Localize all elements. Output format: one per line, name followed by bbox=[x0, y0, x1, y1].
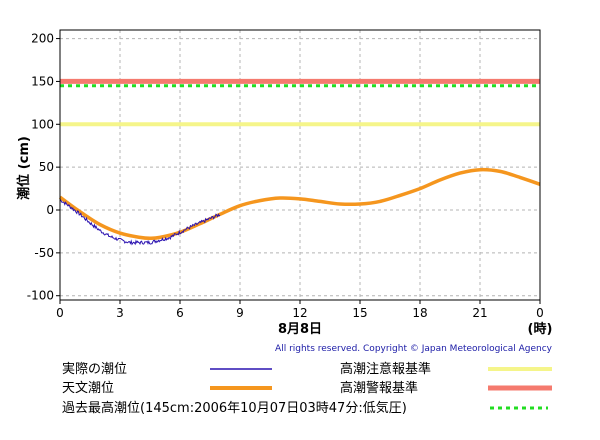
copyright-text: All rights reserved. Copyright © Japan M… bbox=[275, 344, 553, 354]
x-tick-label: 3 bbox=[116, 306, 124, 320]
y-tick-label: 50 bbox=[39, 160, 54, 174]
y-tick-label: -50 bbox=[34, 246, 54, 260]
series bbox=[58, 167, 541, 246]
date-label: 8月8日 bbox=[278, 322, 322, 337]
reference-lines bbox=[60, 78, 540, 127]
x-tick-label: 9 bbox=[236, 306, 244, 320]
x-tick-label: 12 bbox=[292, 306, 307, 320]
y-tick-label: 0 bbox=[46, 203, 54, 217]
x-axis-unit: (時) bbox=[528, 321, 553, 337]
legend-label-advisory: 高潮注意報基準 bbox=[340, 361, 431, 377]
y-tick-label: 200 bbox=[31, 32, 54, 46]
y-tick-label: 100 bbox=[31, 117, 54, 131]
legend: 実際の潮位 高潮注意報基準 天文潮位 高潮警報基準 過去最高潮位(145cm:2… bbox=[62, 361, 552, 416]
x-tick-label: 15 bbox=[352, 306, 367, 320]
grid bbox=[60, 30, 540, 300]
legend-label-actual: 実際の潮位 bbox=[62, 361, 127, 377]
x-tick-label: 6 bbox=[176, 306, 184, 320]
series-line-actual bbox=[59, 199, 221, 246]
y-tick-label: 150 bbox=[31, 74, 54, 88]
legend-label-warning: 高潮警報基準 bbox=[340, 380, 418, 396]
legend-label-astronomical: 天文潮位 bbox=[62, 381, 114, 396]
series-line-astronomical bbox=[58, 167, 541, 241]
x-tick-label: 0 bbox=[536, 306, 544, 320]
x-tick-label: 0 bbox=[56, 306, 64, 320]
x-tick-label: 18 bbox=[412, 306, 427, 320]
legend-label-record: 過去最高潮位(145cm:2006年10月07日03時47分:低気圧) bbox=[62, 400, 407, 416]
x-tick-label: 21 bbox=[472, 306, 487, 320]
y-tick-label: -100 bbox=[27, 289, 54, 303]
y-axis-title: 潮位 (cm) bbox=[16, 136, 32, 200]
